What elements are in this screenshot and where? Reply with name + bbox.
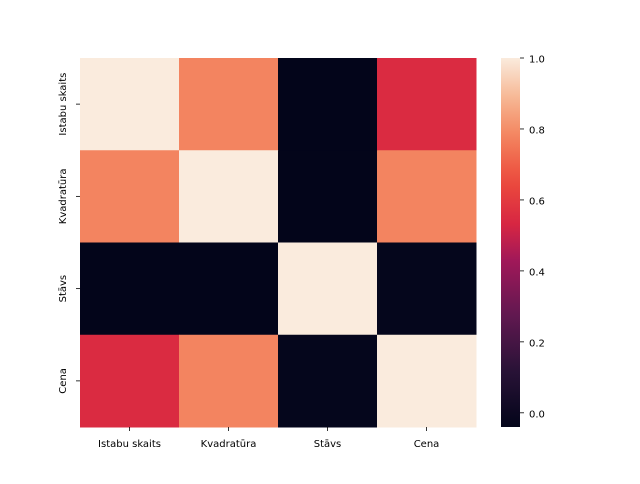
colorbar: 1.0 0.8 0.6 0.4 0.2 0.0 — [501, 55, 545, 427]
colorbar-gradient — [501, 58, 520, 427]
heatmap-cell — [377, 334, 477, 428]
heatmap-cell — [80, 58, 180, 151]
colorbar-tick-label: 0.6 — [529, 196, 545, 207]
y-tick-label: Kvadratūra — [58, 169, 69, 225]
heatmap-cell — [179, 242, 279, 336]
x-tick-label: Cena — [414, 439, 440, 450]
heatmap-cell — [179, 334, 279, 428]
x-tick-label: Stāvs — [314, 439, 342, 450]
heatmap-cell — [377, 150, 477, 243]
colorbar-tick-label: 0.8 — [529, 125, 545, 136]
heatmap-cell — [278, 150, 378, 243]
colorbar-tick-label: 1.0 — [529, 55, 545, 66]
heatmap-cell — [377, 58, 477, 151]
x-tick-label: Istabu skaits — [98, 439, 161, 450]
y-tick-label: Cena — [58, 368, 69, 394]
x-axis: Istabu skaits Kvadratūra Stāvs Cena — [98, 427, 439, 450]
heatmap-cell — [179, 150, 279, 243]
heatmap-cell — [278, 58, 378, 151]
heatmap-cell — [80, 150, 180, 243]
heatmap-cell — [179, 58, 279, 151]
y-tick-label: Stāvs — [58, 275, 69, 303]
colorbar-tick-label: 0.2 — [529, 338, 545, 349]
y-tick-label: Istabu skaits — [58, 73, 69, 136]
heatmap-cells — [80, 58, 477, 428]
colorbar-tick-label: 0.4 — [529, 267, 545, 278]
colorbar-tick-label: 0.0 — [529, 409, 545, 420]
x-tick-label: Kvadratūra — [201, 439, 257, 450]
y-axis: Istabu skaits Kvadratūra Stāvs Cena — [58, 73, 80, 394]
heatmap-cell — [80, 242, 180, 336]
heatmap-cell — [278, 242, 378, 336]
heatmap-cell — [80, 334, 180, 428]
heatmap-cell — [278, 334, 378, 428]
heatmap-cell — [377, 242, 477, 336]
